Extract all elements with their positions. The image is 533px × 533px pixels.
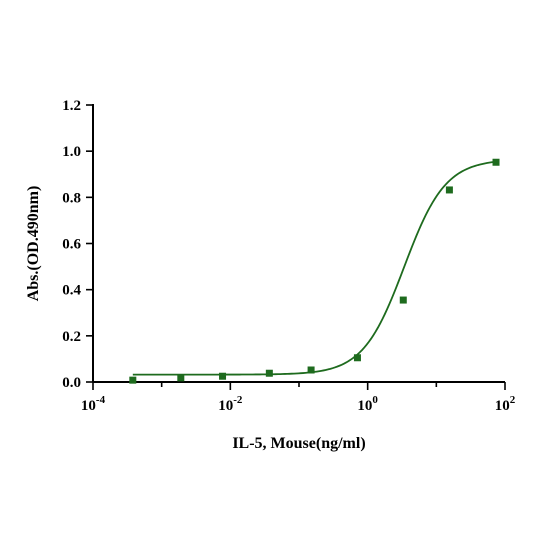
x-tick-exponent: -4: [96, 394, 106, 406]
y-tick-label: 0.2: [62, 329, 81, 345]
y-tick-label: 0.8: [62, 190, 81, 206]
y-axis-ticks: 0.0 0.2 0.4 0.6 0.8 1.0 1.2: [62, 98, 93, 391]
x-axis-ticks: 10-4 10-2 100 102: [81, 382, 516, 414]
data-point-8: [445, 186, 453, 194]
x-tick-base: 10: [357, 398, 372, 414]
data-point-1: [129, 376, 137, 384]
y-tick-label: 0.6: [62, 237, 81, 253]
x-tick-base: 10: [218, 398, 233, 414]
x-tick-label: 10-2: [218, 394, 243, 414]
x-tick-label: 102: [495, 394, 516, 414]
x-tick-exponent: -2: [233, 394, 243, 406]
y-tick-label: 0.4: [62, 283, 81, 299]
x-axis-title: IL-5, Mouse(ng/ml): [232, 435, 365, 452]
x-tick-exponent: 0: [372, 394, 378, 406]
data-point-7: [399, 296, 407, 304]
x-tick-base: 10: [81, 398, 96, 414]
x-tick-label: 10-4: [81, 394, 106, 414]
x-tick-label: 100: [357, 394, 378, 414]
data-point-9: [492, 158, 500, 166]
fit-curve: [132, 160, 497, 376]
y-tick-label: 1.2: [62, 98, 81, 114]
x-tick-base: 10: [495, 398, 510, 414]
data-point-2: [177, 374, 185, 382]
data-point-5: [307, 366, 315, 374]
y-axis-title: Abs.(OD.490nm): [25, 186, 42, 302]
data-point-4: [265, 369, 273, 377]
x-tick-exponent: 2: [510, 394, 516, 406]
data-point-6: [353, 354, 361, 362]
data-point-3: [219, 372, 227, 380]
y-tick-label: 1.0: [62, 144, 81, 160]
data-points: [129, 158, 500, 384]
y-tick-label: 0.0: [62, 375, 81, 391]
